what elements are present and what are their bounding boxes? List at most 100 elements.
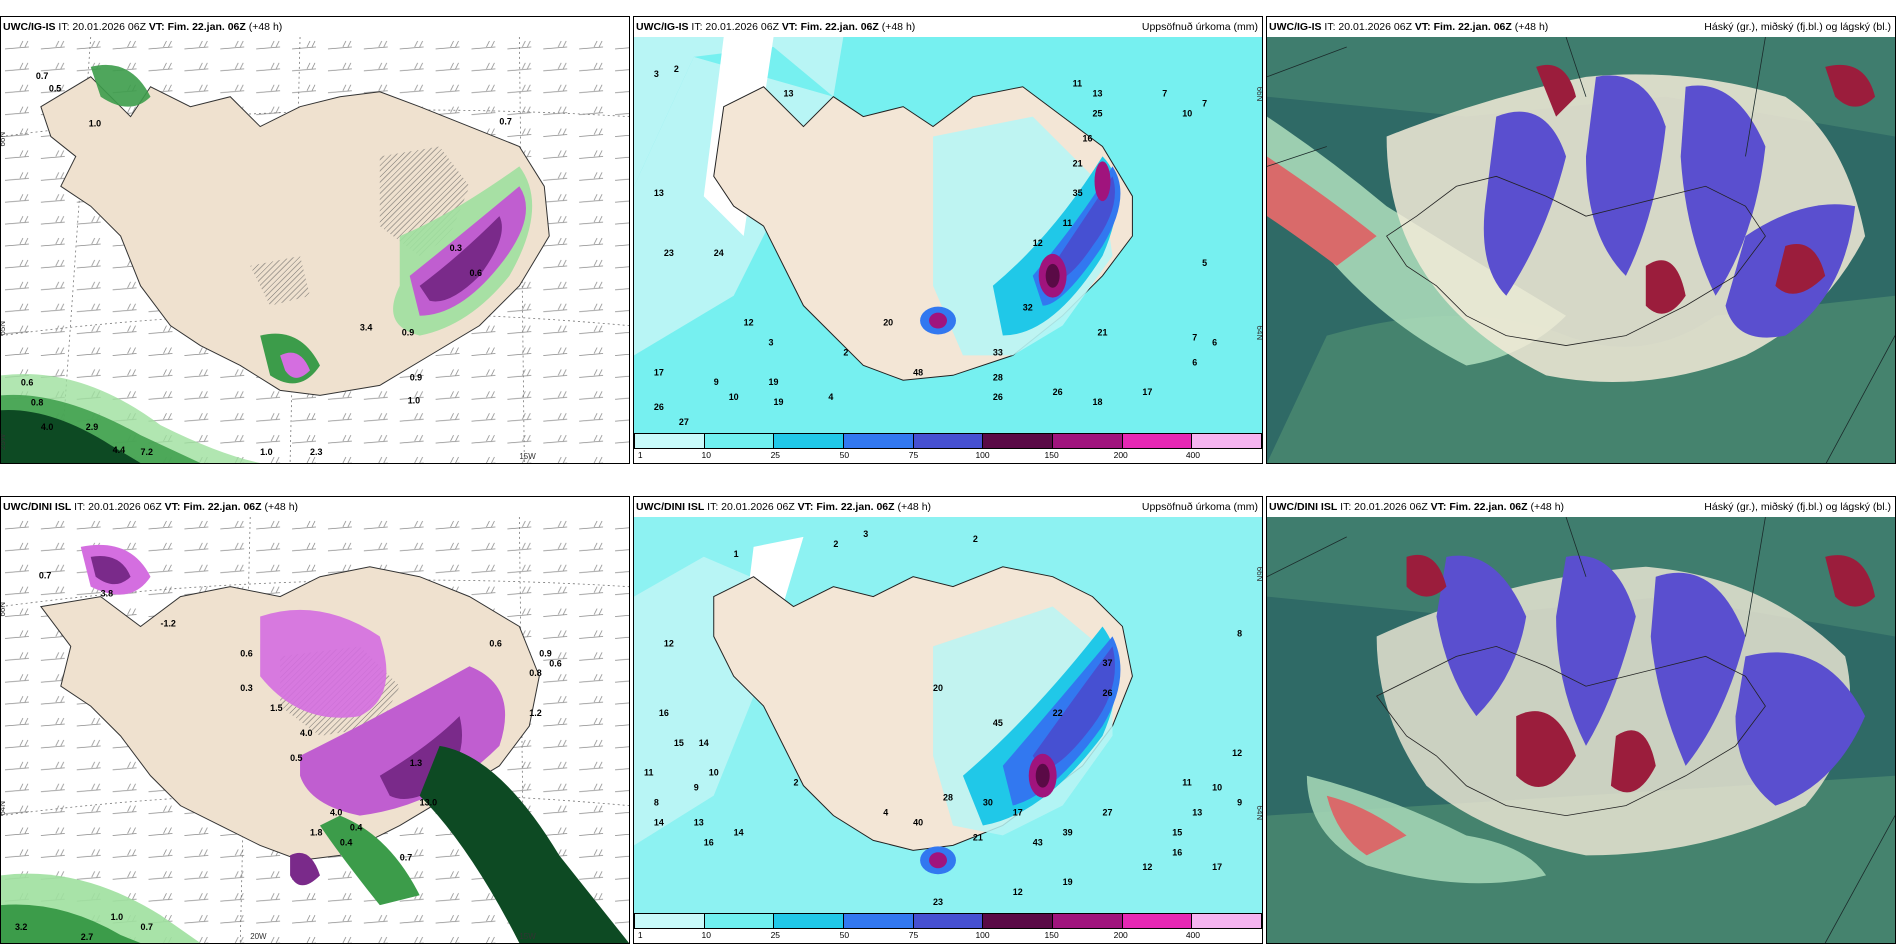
svg-text:16: 16 <box>1172 847 1182 857</box>
svg-text:4.0: 4.0 <box>330 808 342 818</box>
svg-text:2.7: 2.7 <box>81 932 93 942</box>
colorbar-tick: 400 <box>1185 450 1200 460</box>
init-time: IT: 20.01.2026 06Z <box>1324 21 1412 33</box>
svg-text:19: 19 <box>1063 877 1073 887</box>
colorbar-cell <box>1192 914 1262 928</box>
init-time: IT: 20.01.2026 06Z <box>707 501 795 513</box>
svg-text:17: 17 <box>654 367 664 377</box>
init-time: IT: 20.01.2026 06Z <box>58 21 146 33</box>
svg-text:66N: 66N <box>1255 567 1262 582</box>
svg-text:26: 26 <box>1103 688 1113 698</box>
svg-text:66N: 66N <box>1 602 7 617</box>
svg-text:48: 48 <box>913 367 923 377</box>
svg-text:3.4: 3.4 <box>360 323 372 333</box>
svg-text:16: 16 <box>1083 133 1093 143</box>
svg-text:27: 27 <box>679 417 689 427</box>
svg-text:1: 1 <box>734 549 739 559</box>
colorbar-tick: 400 <box>1185 930 1200 940</box>
svg-text:13: 13 <box>694 817 704 827</box>
svg-text:37: 37 <box>1103 658 1113 668</box>
svg-text:40: 40 <box>913 817 923 827</box>
colorbar-cell <box>844 914 914 928</box>
svg-text:14: 14 <box>654 817 664 827</box>
colorbar-tick: 75 <box>908 930 919 940</box>
svg-text:4: 4 <box>828 392 833 402</box>
map-area: 0.7 0.5 1.0 0.6 0.8 4.0 2.9 4.4 7.2 1.0 2.3 0.9 … <box>1 37 629 463</box>
svg-text:64N: 64N <box>1 801 7 816</box>
svg-text:2: 2 <box>833 539 838 549</box>
svg-text:11: 11 <box>1073 79 1082 89</box>
svg-text:66N: 66N <box>1255 87 1262 102</box>
svg-text:45: 45 <box>993 718 1003 728</box>
model-name: UWC/DINI ISL <box>1269 501 1338 513</box>
colorbar-tick: 10 <box>701 930 711 940</box>
colorbar-cell <box>1192 434 1262 448</box>
svg-text:4.4: 4.4 <box>113 445 125 455</box>
svg-text:33: 33 <box>993 347 1003 357</box>
model-name: UWC/IG-IS <box>3 21 56 33</box>
svg-text:6: 6 <box>1192 357 1197 367</box>
svg-text:2.9: 2.9 <box>86 422 98 432</box>
svg-text:0.7: 0.7 <box>499 117 511 127</box>
svg-text:17: 17 <box>1142 387 1152 397</box>
colorbar-tick: 200 <box>1113 450 1128 460</box>
lead-time: (+48 h) <box>1514 21 1549 33</box>
map-area <box>1267 37 1895 463</box>
svg-text:3: 3 <box>654 69 659 79</box>
svg-text:13: 13 <box>784 89 794 99</box>
svg-text:3: 3 <box>769 337 774 347</box>
lead-time: (+48 h) <box>264 501 299 513</box>
svg-text:0.6: 0.6 <box>489 638 501 648</box>
svg-text:14: 14 <box>734 827 744 837</box>
svg-text:7: 7 <box>1202 99 1207 109</box>
svg-text:0.7: 0.7 <box>36 71 48 81</box>
svg-text:20W: 20W <box>250 932 267 941</box>
colorbar-cell <box>1053 434 1123 448</box>
panel-cloud-cover-igis: UWC/IG-IS IT: 20.01.2026 06Z VT: Fim. 22… <box>1266 16 1896 464</box>
panel-precip-accum-dini: UWC/DINI ISL IT: 20.01.2026 06Z VT: Fim.… <box>633 496 1263 944</box>
colorbar-ticks: 1 10 25 50 75 100 150 200 400 <box>634 450 1262 462</box>
svg-text:17: 17 <box>1212 862 1222 872</box>
init-time: IT: 20.01.2026 06Z <box>1340 501 1428 513</box>
svg-text:0.3: 0.3 <box>240 683 252 693</box>
panel-cloud-cover-dini: UWC/DINI ISL IT: 20.01.2026 06Z VT: Fim.… <box>1266 496 1896 944</box>
colorbar-cells <box>634 433 1262 449</box>
panel-title: Háský (gr.), miðský (fj.bl.) og lágský (… <box>1704 21 1891 33</box>
svg-text:2: 2 <box>793 778 798 788</box>
map-area: 0.7 -1.2 3.8 0.6 0.3 4.0 1.5 0.5 0.6 0.8 1.3 13.… <box>1 517 629 943</box>
svg-text:12: 12 <box>1033 238 1043 248</box>
svg-text:-1.2: -1.2 <box>160 618 175 628</box>
svg-text:0.6: 0.6 <box>21 377 33 387</box>
map-svg <box>1267 37 1895 463</box>
svg-text:12: 12 <box>744 318 754 328</box>
svg-text:9: 9 <box>714 377 719 387</box>
svg-text:13: 13 <box>1192 807 1202 817</box>
svg-text:64N: 64N <box>1255 806 1262 821</box>
svg-text:0.3: 0.3 <box>450 243 462 253</box>
svg-text:3.8: 3.8 <box>101 589 113 599</box>
colorbar-cell <box>704 434 775 448</box>
svg-text:15: 15 <box>674 738 684 748</box>
svg-text:21: 21 <box>1098 327 1108 337</box>
svg-text:35: 35 <box>1073 188 1083 198</box>
svg-text:12: 12 <box>1142 862 1152 872</box>
svg-text:0.8: 0.8 <box>31 397 43 407</box>
svg-text:10: 10 <box>1212 783 1222 793</box>
svg-text:11: 11 <box>644 768 653 778</box>
map-area: 3 2 13 13 23 24 12 17 26 27 9 10 19 19 4 3 2 20 48 33… <box>634 37 1262 433</box>
svg-text:15W: 15W <box>519 932 536 941</box>
svg-text:1.3: 1.3 <box>410 758 422 768</box>
svg-text:0.6: 0.6 <box>549 658 561 668</box>
panel-wind-precip-igis: UWC/IG-IS IT: 20.01.2026 06Z VT: Fim. 22… <box>0 16 630 464</box>
svg-text:13: 13 <box>1093 89 1103 99</box>
svg-text:19: 19 <box>774 397 784 407</box>
svg-text:13: 13 <box>654 188 664 198</box>
svg-text:12: 12 <box>1013 887 1023 897</box>
panel-title: Uppsöfnuð úrkoma (mm) <box>1141 21 1258 33</box>
svg-text:11: 11 <box>1182 778 1191 788</box>
svg-text:6: 6 <box>1212 337 1217 347</box>
svg-text:1.5: 1.5 <box>270 703 282 713</box>
svg-text:1.0: 1.0 <box>408 395 420 405</box>
